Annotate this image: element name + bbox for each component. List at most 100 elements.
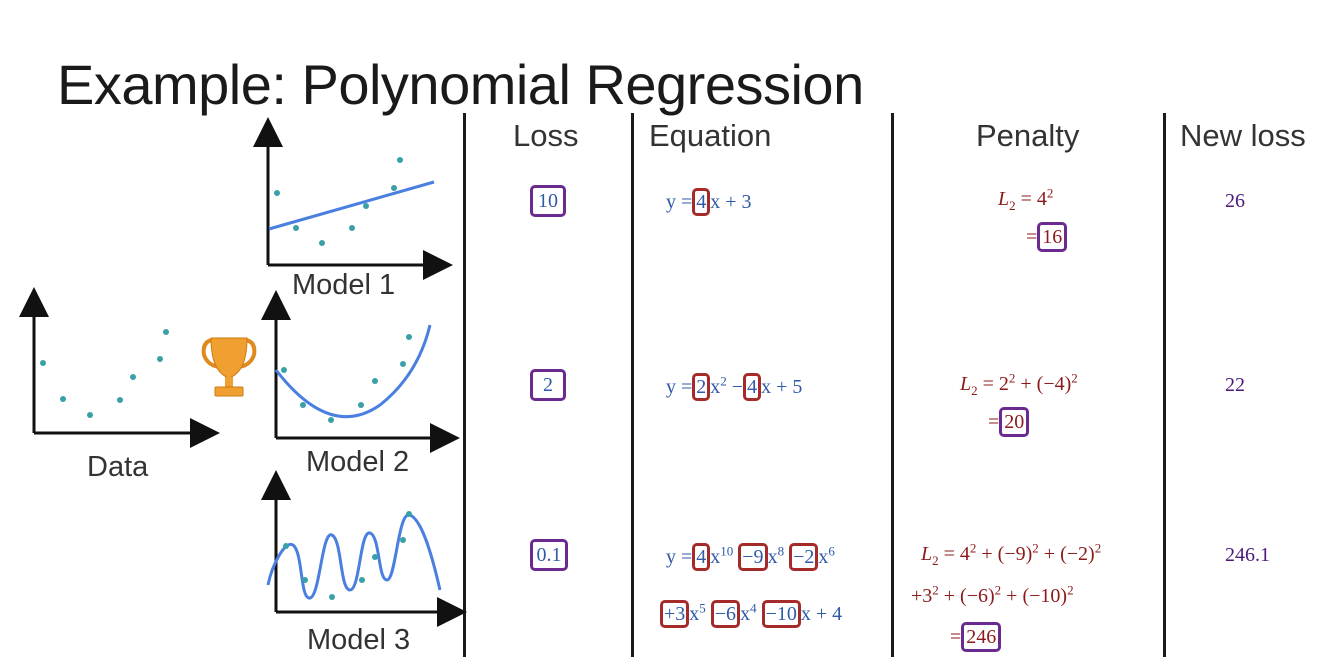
- eq-exp: 8: [777, 543, 785, 559]
- data-point: [87, 412, 93, 418]
- data-point: [157, 356, 163, 362]
- penalty-term: = 4: [1015, 188, 1047, 210]
- penalty-result-box: 16: [1037, 222, 1068, 252]
- loss-value-row3: 0.1: [530, 539, 568, 571]
- eq-term: x: [767, 546, 778, 568]
- equation-row3-line2: +3 x5 −6 x4 −10 x + 4: [660, 600, 842, 628]
- penalty-term: + (−6): [938, 585, 995, 607]
- data-point: [117, 397, 123, 403]
- data-point: [400, 537, 406, 543]
- penalty-row2-expr: L2 = 22 + (−4)2: [960, 370, 1078, 398]
- model1-label: Model 1: [292, 269, 396, 301]
- penalty-sub: 2: [971, 383, 978, 398]
- eq-y: y =: [666, 191, 693, 213]
- coef-box: 4: [692, 188, 711, 216]
- coef-box: −2: [789, 543, 819, 571]
- penalty-term: + (−10): [1001, 585, 1068, 607]
- data-point: [400, 361, 406, 367]
- eq-y: y =: [666, 376, 693, 398]
- column-header-penalty: Penalty: [976, 118, 1080, 153]
- divider-loss: [631, 113, 634, 657]
- penalty-row2-result: = 20: [988, 407, 1030, 437]
- penalty-exp: 2: [932, 582, 939, 598]
- new-loss-row2: 22: [1225, 374, 1245, 396]
- coef-box: +3: [660, 600, 690, 628]
- data-point: [372, 554, 378, 560]
- penalty-exp: 2: [1008, 370, 1016, 386]
- model2-fit-curve: [274, 324, 432, 419]
- penalty-term: +3: [911, 585, 933, 607]
- page-title: Example: Polynomial Regression: [57, 53, 864, 116]
- loss-value-row1: 10: [530, 185, 566, 217]
- penalty-l: L: [921, 543, 933, 565]
- eq-op: −: [726, 376, 744, 398]
- penalty-l: L: [998, 188, 1010, 210]
- penalty-row1-expr: L2 = 42: [998, 186, 1053, 213]
- eq-term: x + 4: [800, 603, 843, 625]
- eq-term: x: [740, 603, 751, 625]
- data-point: [397, 157, 403, 163]
- penalty-eq: =: [988, 411, 1000, 433]
- penalty-term: = 2: [977, 373, 1009, 395]
- data-point: [349, 225, 355, 231]
- penalty-eq: =: [1026, 226, 1038, 248]
- column-header-equation: Equation: [649, 118, 772, 153]
- model3-fit-curve: [266, 513, 442, 600]
- model2-plot: [261, 290, 460, 453]
- penalty-exp: 2: [994, 582, 1002, 598]
- model3-plot: [261, 470, 467, 627]
- eq-term: x: [818, 546, 829, 568]
- penalty-exp: 2: [969, 540, 977, 556]
- eq-exp: 2: [720, 373, 727, 389]
- column-header-loss: Loss: [513, 118, 579, 153]
- model3-label: Model 3: [307, 624, 411, 656]
- data-point: [302, 577, 308, 583]
- coef-box: −10: [761, 600, 801, 628]
- data-point: [363, 203, 369, 209]
- data-plot-label: Data: [87, 451, 149, 483]
- penalty-exp: 2: [1071, 370, 1078, 386]
- data-point: [274, 190, 280, 196]
- data-point: [372, 378, 378, 384]
- data-point: [283, 543, 289, 549]
- penalty-eq: =: [950, 626, 962, 648]
- data-point: [358, 402, 364, 408]
- data-point: [40, 360, 46, 366]
- data-point: [391, 185, 397, 191]
- data-point: [406, 334, 412, 340]
- equation-row3-line1: y = 4 x10 −9 x8 −2 x6: [666, 543, 835, 571]
- data-point: [130, 374, 136, 380]
- penalty-term: + (−4): [1015, 373, 1072, 395]
- eq-term: x: [710, 546, 721, 568]
- penalty-exp: 2: [1067, 582, 1074, 598]
- new-loss-row3: 246.1: [1225, 544, 1270, 566]
- penalty-row3-line1: L2 = 42 + (−9)2 + (−2)2: [921, 540, 1102, 567]
- divider-equation: [891, 113, 894, 657]
- eq-exp: 6: [828, 543, 835, 559]
- coef-box: 2: [692, 373, 711, 401]
- data-point: [163, 329, 169, 335]
- penalty-row3-line2: +32 + (−6)2 + (−10)2: [911, 582, 1074, 608]
- eq-term: x: [710, 376, 721, 398]
- penalty-sub: 2: [1009, 198, 1016, 213]
- penalty-term: + (−2): [1038, 543, 1095, 565]
- eq-exp: 4: [750, 600, 757, 616]
- eq-y: y =: [666, 546, 693, 568]
- data-point: [319, 240, 325, 246]
- divider-penalty: [1163, 113, 1166, 657]
- data-point: [300, 402, 306, 408]
- trophy-icon: [201, 337, 257, 397]
- data-point: [293, 225, 299, 231]
- new-loss-row1: 26: [1225, 190, 1245, 212]
- penalty-l: L: [960, 373, 972, 395]
- penalty-row3-result: = 246: [950, 622, 1002, 652]
- penalty-result-box: 20: [999, 407, 1030, 437]
- equation-row2: y = 2 x2 −4 x + 5: [666, 373, 802, 401]
- eq-exp: 5: [699, 600, 706, 616]
- coef-box: −6: [710, 600, 741, 628]
- penalty-exp: 2: [1032, 540, 1039, 556]
- penalty-exp: 2: [1094, 540, 1102, 556]
- data-point: [281, 367, 287, 373]
- eq-term: x + 3: [710, 191, 752, 213]
